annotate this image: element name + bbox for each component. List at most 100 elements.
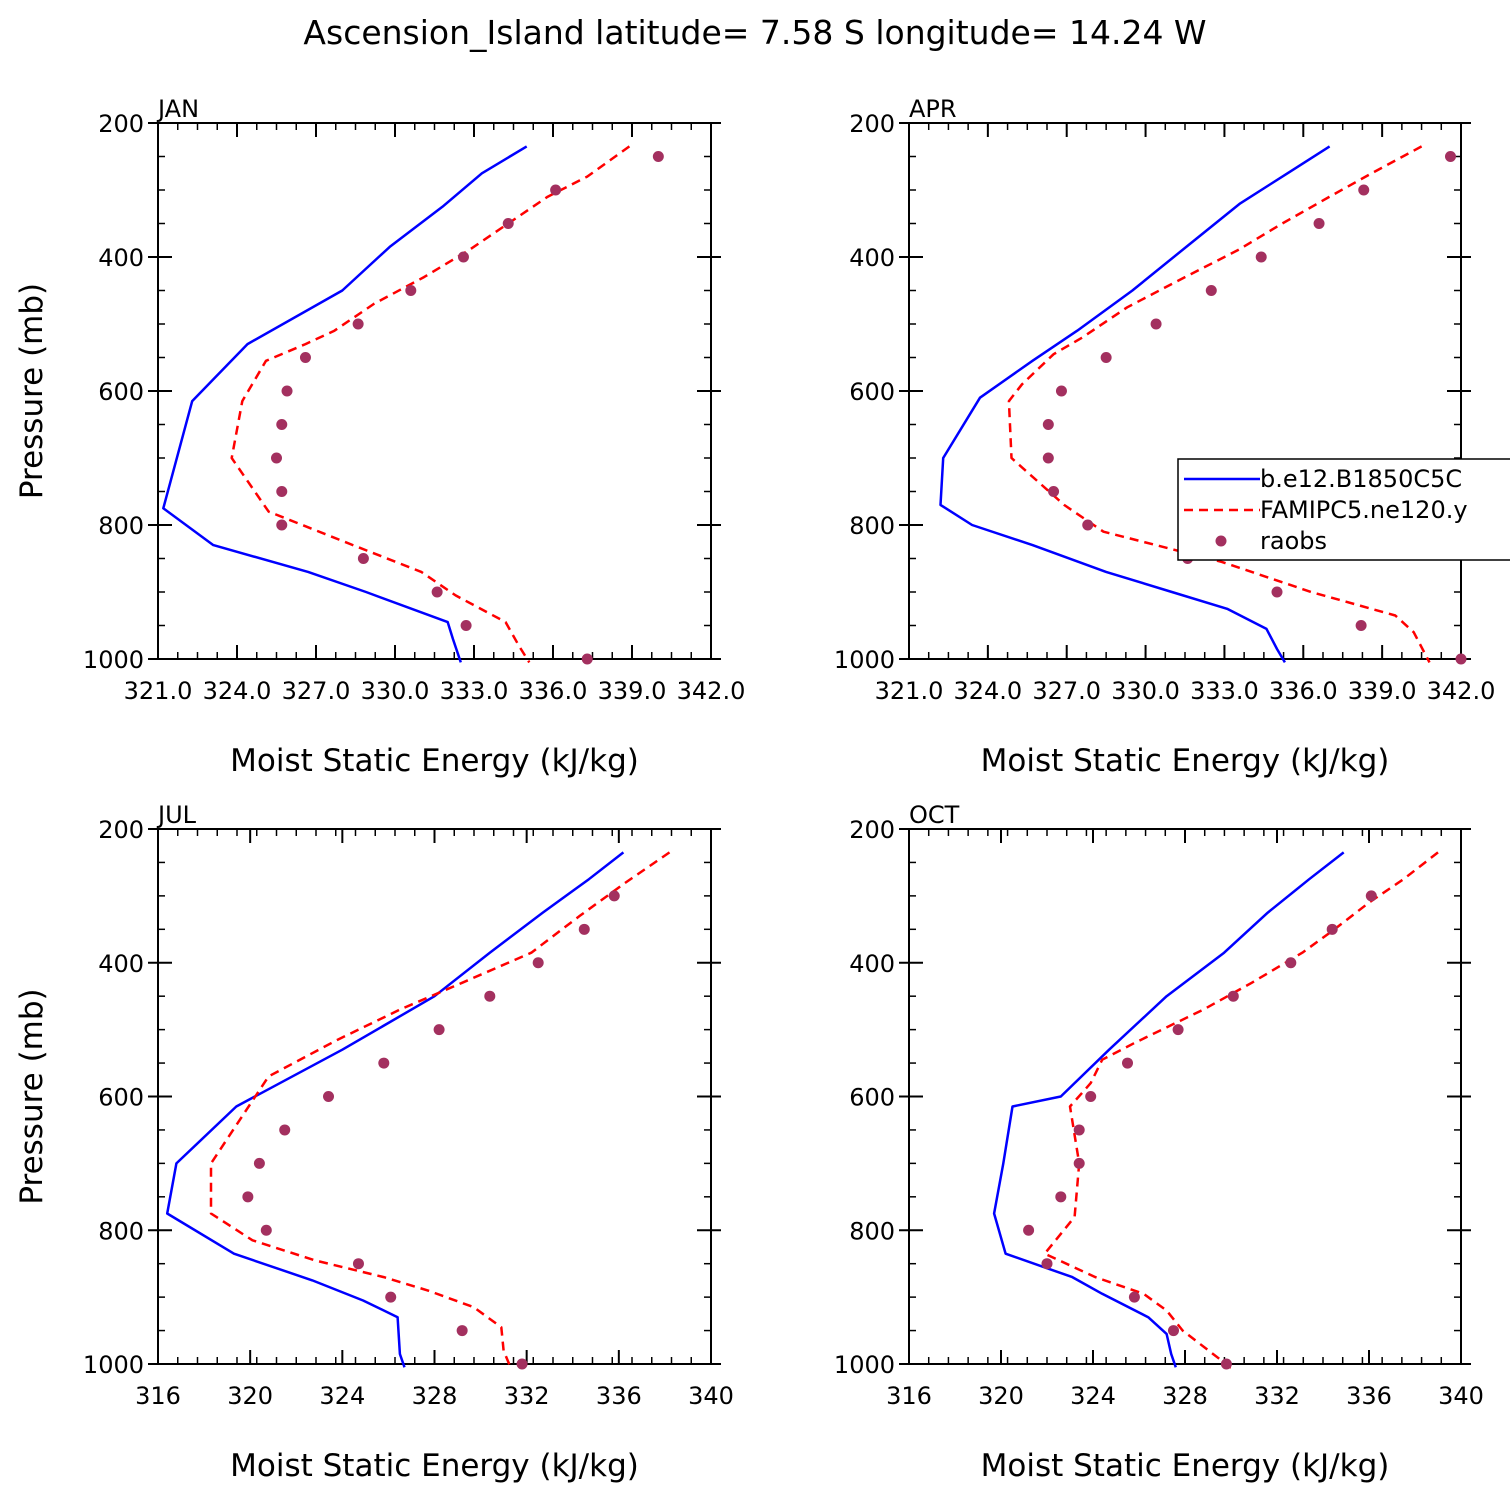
y-tick-label: 800 [98, 1217, 144, 1245]
y-tick-label: 800 [849, 512, 895, 540]
y-tick-label: 400 [98, 950, 144, 978]
y-tick-label: 800 [98, 512, 144, 540]
raobs-point [532, 957, 544, 969]
raobs-point [276, 486, 288, 497]
raobs-point [385, 1291, 397, 1303]
raobs-point [276, 419, 288, 430]
legend-label: raobs [1260, 527, 1327, 555]
y-tick-label: 800 [849, 1217, 895, 1245]
legend-entry: FAMIPC5.ne120.y [1184, 496, 1468, 524]
raobs-point [1055, 1191, 1067, 1203]
raobs-point [1150, 318, 1162, 330]
raobs-point [279, 1124, 291, 1136]
x-tick-label: 333.0 [440, 677, 509, 705]
raobs-point [431, 586, 443, 598]
x-tick-label: 321.0 [124, 677, 193, 705]
y-tick-label: 200 [849, 816, 895, 844]
legend-entry: raobs [1215, 527, 1327, 555]
x-tick-label: 339.0 [1348, 677, 1417, 705]
x-tick-label: 327.0 [1032, 677, 1101, 705]
x-tick-label: 332 [504, 1382, 550, 1410]
series-famipc5-line [1043, 851, 1439, 1369]
x-tick-label: 330.0 [361, 677, 430, 705]
x-tick-label: 342.0 [1427, 677, 1496, 705]
raobs-point [1365, 890, 1377, 902]
raobs-point [260, 1224, 272, 1236]
x-tick-label: 342.0 [677, 677, 746, 705]
x-tick-label: 339.0 [598, 677, 667, 705]
x-tick-label: 324 [1070, 1382, 1116, 1410]
raobs-point [1055, 385, 1067, 397]
x-tick-label: 340 [1438, 1382, 1484, 1410]
panel-jan: 321.0 324.0 327.0 330.0 333.0 336.0 339.0 342.0… [14, 95, 745, 779]
raobs-point [1326, 923, 1338, 935]
raobs-point [457, 251, 469, 263]
x-tick-label: 316 [886, 1382, 932, 1410]
series-famipc5-line [1007, 145, 1431, 663]
raobs-point [357, 553, 369, 564]
raobs-point [1073, 1124, 1085, 1136]
x-tick-label: 336.0 [1269, 677, 1338, 705]
raobs-point [1444, 151, 1456, 162]
series-raobs [1042, 151, 1467, 665]
legend-label: b.e12.B1850C5C [1260, 465, 1462, 493]
y-tick-label: 400 [98, 244, 144, 272]
series-b-e12-line [162, 145, 528, 663]
x-tick-label: 333.0 [1190, 677, 1259, 705]
raobs-point [1172, 1024, 1184, 1036]
raobs-point [578, 923, 590, 935]
raobs-point [352, 318, 364, 330]
raobs-point [502, 218, 514, 229]
raobs-point [1220, 1358, 1232, 1370]
y-tick-label: 400 [849, 244, 895, 272]
raobs-point [1285, 957, 1297, 969]
raobs-point [1042, 419, 1054, 430]
raobs-point [1085, 1091, 1097, 1102]
x-axis-label: Moist Static Energy (kJ/kg) [230, 1448, 639, 1484]
plot-frame [157, 122, 712, 660]
series-raobs [1023, 890, 1377, 1370]
raobs-point [1355, 620, 1367, 631]
raobs-point [1358, 184, 1370, 196]
raobs-point [1255, 251, 1267, 263]
raobs-point [550, 184, 562, 196]
x-axis-label: Moist Static Energy (kJ/kg) [981, 1448, 1390, 1484]
y-tick-label: 600 [849, 1084, 895, 1112]
raobs-point [271, 452, 282, 464]
raobs-point [378, 1057, 390, 1069]
raobs-point [608, 890, 620, 902]
series-b-e12-line [992, 851, 1345, 1368]
x-tick-label: 328 [412, 1382, 458, 1410]
raobs-point [281, 385, 293, 397]
x-tick-label: 340 [688, 1382, 734, 1410]
y-axis-label: Pressure (mb) [14, 988, 50, 1204]
raobs-point [276, 519, 288, 531]
raobs-point [1100, 352, 1112, 363]
panel-title: OCT [909, 801, 960, 829]
panel-oct: 316 320 324 328 332 336 340 200 400 600 800 1000 OCT… [834, 801, 1484, 1484]
raobs-point [516, 1358, 528, 1370]
series-famipc5-line [209, 851, 671, 1368]
y-tick-label: 400 [849, 950, 895, 978]
x-axis-label: Moist Static Energy (kJ/kg) [981, 743, 1390, 779]
panels: 321.0 324.0 327.0 330.0 333.0 336.0 339.0 342.0… [14, 95, 1495, 1484]
x-tick-label: 328 [1162, 1382, 1208, 1410]
raobs-point [1227, 990, 1239, 1002]
raobs-point [405, 285, 417, 296]
legend-entry: b.e12.B1850C5C [1184, 465, 1462, 493]
raobs-point [1168, 1325, 1179, 1337]
panel-title: JUL [156, 801, 197, 829]
y-axis-label: Pressure (mb) [14, 283, 50, 499]
raobs-point [652, 151, 664, 162]
raobs-point [323, 1091, 335, 1102]
legend-label: FAMIPC5.ne120.y [1260, 496, 1468, 524]
raobs-point [253, 1157, 265, 1169]
y-tick-label: 200 [98, 816, 144, 844]
raobs-point [456, 1325, 468, 1337]
x-tick-label: 324.0 [203, 677, 272, 705]
legend: b.e12.B1850C5C FAMIPC5.ne120.y raobs [1177, 458, 1510, 561]
x-tick-label: 330.0 [1111, 677, 1180, 705]
series-b-e12-line [939, 145, 1331, 664]
x-tick-label: 321.0 [875, 677, 944, 705]
y-tick-label: 600 [849, 378, 895, 406]
